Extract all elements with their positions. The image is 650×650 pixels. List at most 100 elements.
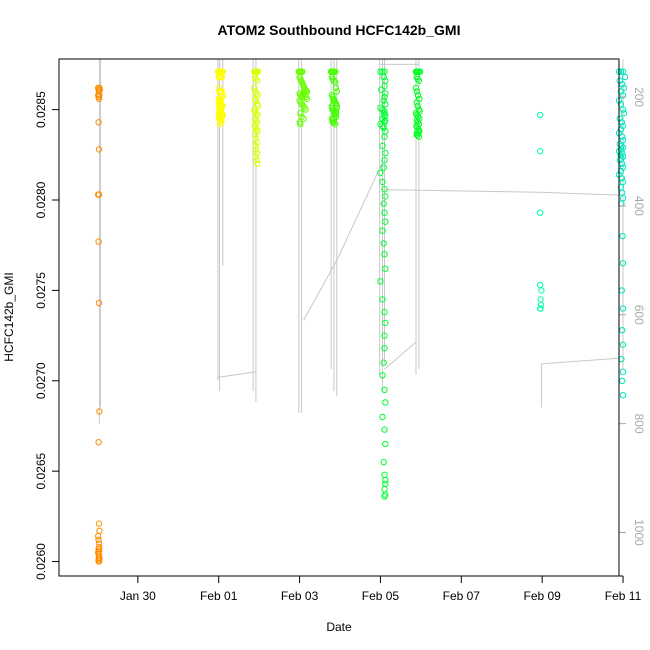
data-point: [380, 164, 387, 171]
data-point: [332, 111, 339, 119]
data-point: [381, 308, 388, 316]
data-point: [619, 92, 627, 99]
data-point: [253, 149, 261, 157]
data-point: [300, 115, 307, 122]
data-point: [619, 341, 627, 348]
data-point: [619, 178, 627, 186]
data-point: [302, 106, 309, 113]
data-point: [382, 399, 389, 406]
data-point: [382, 218, 389, 225]
data-point: [415, 77, 423, 84]
data-point: [617, 88, 625, 95]
data-point: [617, 167, 625, 175]
data-point: [619, 122, 627, 130]
data-point: [380, 240, 387, 247]
data-point: [379, 413, 386, 421]
data-point: [95, 146, 103, 153]
data-point: [298, 113, 305, 121]
data-point: [380, 124, 387, 131]
data-point: [95, 238, 102, 245]
data-point: [330, 97, 337, 104]
data-point: [382, 149, 389, 157]
x-tick-label: Jan 30: [120, 589, 156, 603]
data-point: [381, 186, 388, 193]
data-point: [252, 153, 260, 160]
data-point: [382, 440, 389, 448]
data-point: [95, 119, 102, 126]
data-point: [332, 68, 339, 75]
data-point: [253, 77, 261, 84]
data-point: [251, 84, 258, 92]
series-group: [251, 68, 262, 168]
data-point: [382, 193, 389, 200]
y2-tick-label: 1000: [632, 519, 646, 546]
x-axis-label: Date: [326, 620, 352, 634]
data-point: [216, 120, 224, 128]
data-point: [414, 102, 421, 110]
y-tick-label: 0.0260: [34, 543, 48, 580]
data-point: [254, 160, 261, 168]
data-point: [381, 157, 388, 164]
data-point: [378, 86, 385, 93]
chart-title: ATOM2 Southbound HCFC142b_GMI: [218, 22, 461, 38]
data-point: [537, 111, 544, 119]
data-point: [382, 477, 389, 484]
y2-tick-label: 200: [632, 87, 646, 107]
y-axis-label: HCFC142b_GMI: [2, 272, 16, 361]
data-point: [381, 82, 388, 90]
y-tick-label: 0.0285: [34, 91, 48, 128]
data-point: [619, 68, 627, 75]
x-tick-label: Feb 11: [605, 589, 642, 603]
x-tick-label: Feb 09: [523, 589, 561, 603]
y-tick-label: 0.0270: [34, 362, 48, 399]
pressure-profile-line: [540, 357, 620, 408]
data-point: [218, 119, 225, 126]
data-point: [381, 93, 388, 101]
data-point: [380, 359, 387, 366]
data-point: [297, 110, 304, 117]
data-point: [537, 209, 544, 216]
data-point: [619, 233, 626, 240]
data-point: [619, 392, 627, 399]
data-point: [617, 68, 625, 75]
data-point: [303, 95, 311, 103]
series-group: [537, 111, 545, 312]
data-point: [617, 126, 625, 133]
data-point: [252, 135, 260, 142]
x-tick-label: Feb 01: [200, 589, 238, 603]
data-point: [254, 102, 262, 110]
x-tick-label: Feb 07: [443, 589, 481, 603]
data-point: [330, 77, 338, 84]
data-point: [379, 227, 386, 234]
data-point: [96, 92, 103, 99]
data-point: [253, 139, 261, 146]
data-point: [379, 142, 386, 150]
data-point: [382, 265, 389, 272]
y-tick-label: 0.0265: [34, 452, 48, 489]
data-point: [620, 110, 628, 117]
data-point: [382, 319, 389, 327]
data-point: [379, 296, 386, 303]
data-point: [415, 128, 422, 135]
data-point: [617, 101, 625, 108]
data-point: [252, 142, 259, 150]
data-point: [253, 157, 260, 164]
data-point: [412, 84, 420, 92]
series-group: [214, 68, 227, 128]
data-point: [252, 97, 260, 104]
data-point: [95, 520, 103, 527]
data-point: [381, 251, 388, 258]
series-group: [95, 84, 104, 565]
data-point: [332, 108, 340, 115]
data-point: [382, 90, 389, 97]
data-point: [329, 119, 336, 126]
data-point: [619, 368, 627, 375]
data-point: [332, 84, 340, 92]
data-point: [619, 164, 627, 171]
data-point: [413, 131, 420, 139]
y-tick-label: 0.0280: [34, 181, 48, 218]
data-point: [330, 115, 338, 122]
x-tick-label: Feb 05: [362, 589, 400, 603]
data-point: [301, 88, 308, 95]
